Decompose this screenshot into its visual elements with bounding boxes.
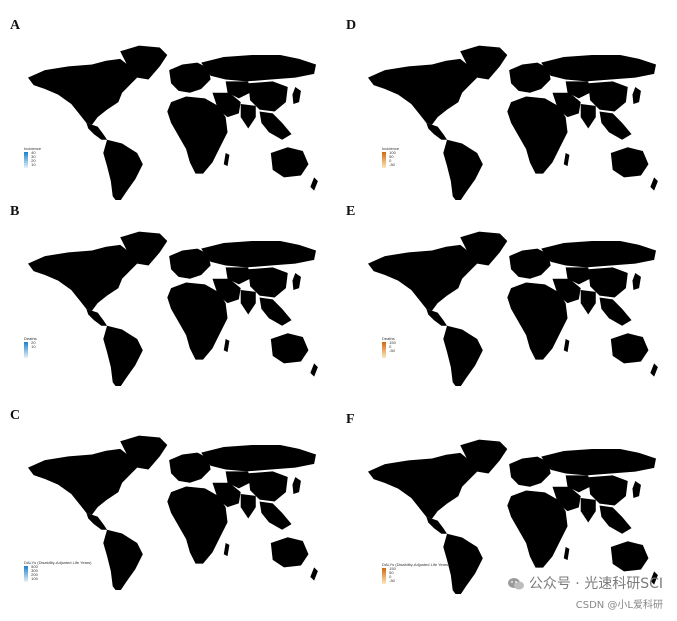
legend-a: Incidence 40 30 20 10 — [24, 146, 41, 168]
legend-ticks: 40 30 20 10 — [31, 150, 36, 167]
watermark-wechat: 公众号 · 光速科研SCI — [507, 573, 663, 593]
legend-c: DALYs (Disability-Adjusted Life Years) 5… — [24, 560, 92, 582]
panel-letter-a: A — [10, 18, 21, 33]
legend-title: Deaths — [382, 336, 395, 341]
legend-ticks: 150 50 0 -50 — [389, 566, 396, 583]
legend-ticks: 20 10 — [31, 340, 36, 349]
legend-title: DALYs (Disability-Adjusted Life Years) — [24, 560, 92, 565]
world-map-incidence-orange — [368, 45, 658, 200]
watermark-line1: 公众号 · 光速科研SCI — [528, 576, 663, 592]
panel-letter-b: B — [10, 204, 20, 219]
legend-title: DALYs (Disability-Adjusted Life Years) — [382, 562, 450, 567]
legend-colorbar — [24, 566, 28, 582]
legend-colorbar — [382, 568, 386, 584]
legend-ticks: 150 0 -50 — [389, 340, 396, 353]
panel-letter-f: F — [346, 412, 355, 427]
legend-ticks: 500 300 200 100 — [31, 564, 38, 581]
world-map-deaths-blue — [28, 231, 318, 386]
wechat-icon — [507, 578, 524, 590]
legend-title: Incidence — [382, 146, 400, 151]
legend-f: DALYs (Disability-Adjusted Life Years) 1… — [382, 562, 450, 584]
legend-colorbar — [24, 342, 28, 358]
legend-colorbar — [382, 342, 386, 358]
panel-letter-c: C — [10, 408, 21, 423]
legend-ticks: 100 50 0 -50 — [389, 150, 396, 167]
legend-title: Deaths — [24, 336, 37, 341]
panel-letter-e: E — [346, 204, 356, 219]
legend-colorbar — [24, 152, 28, 168]
legend-d: Incidence 100 50 0 -50 — [382, 146, 399, 168]
world-map-deaths-orange — [368, 231, 658, 386]
watermark-csdn: CSDN @小L爱科研 — [575, 600, 663, 611]
legend-b: Deaths 20 10 — [24, 336, 37, 358]
panel-letter-d: D — [346, 18, 357, 33]
legend-e: Deaths 150 0 -50 — [382, 336, 396, 358]
legend-title: Incidence — [24, 146, 42, 151]
world-map-incidence-blue — [28, 45, 318, 200]
legend-colorbar — [382, 152, 386, 168]
